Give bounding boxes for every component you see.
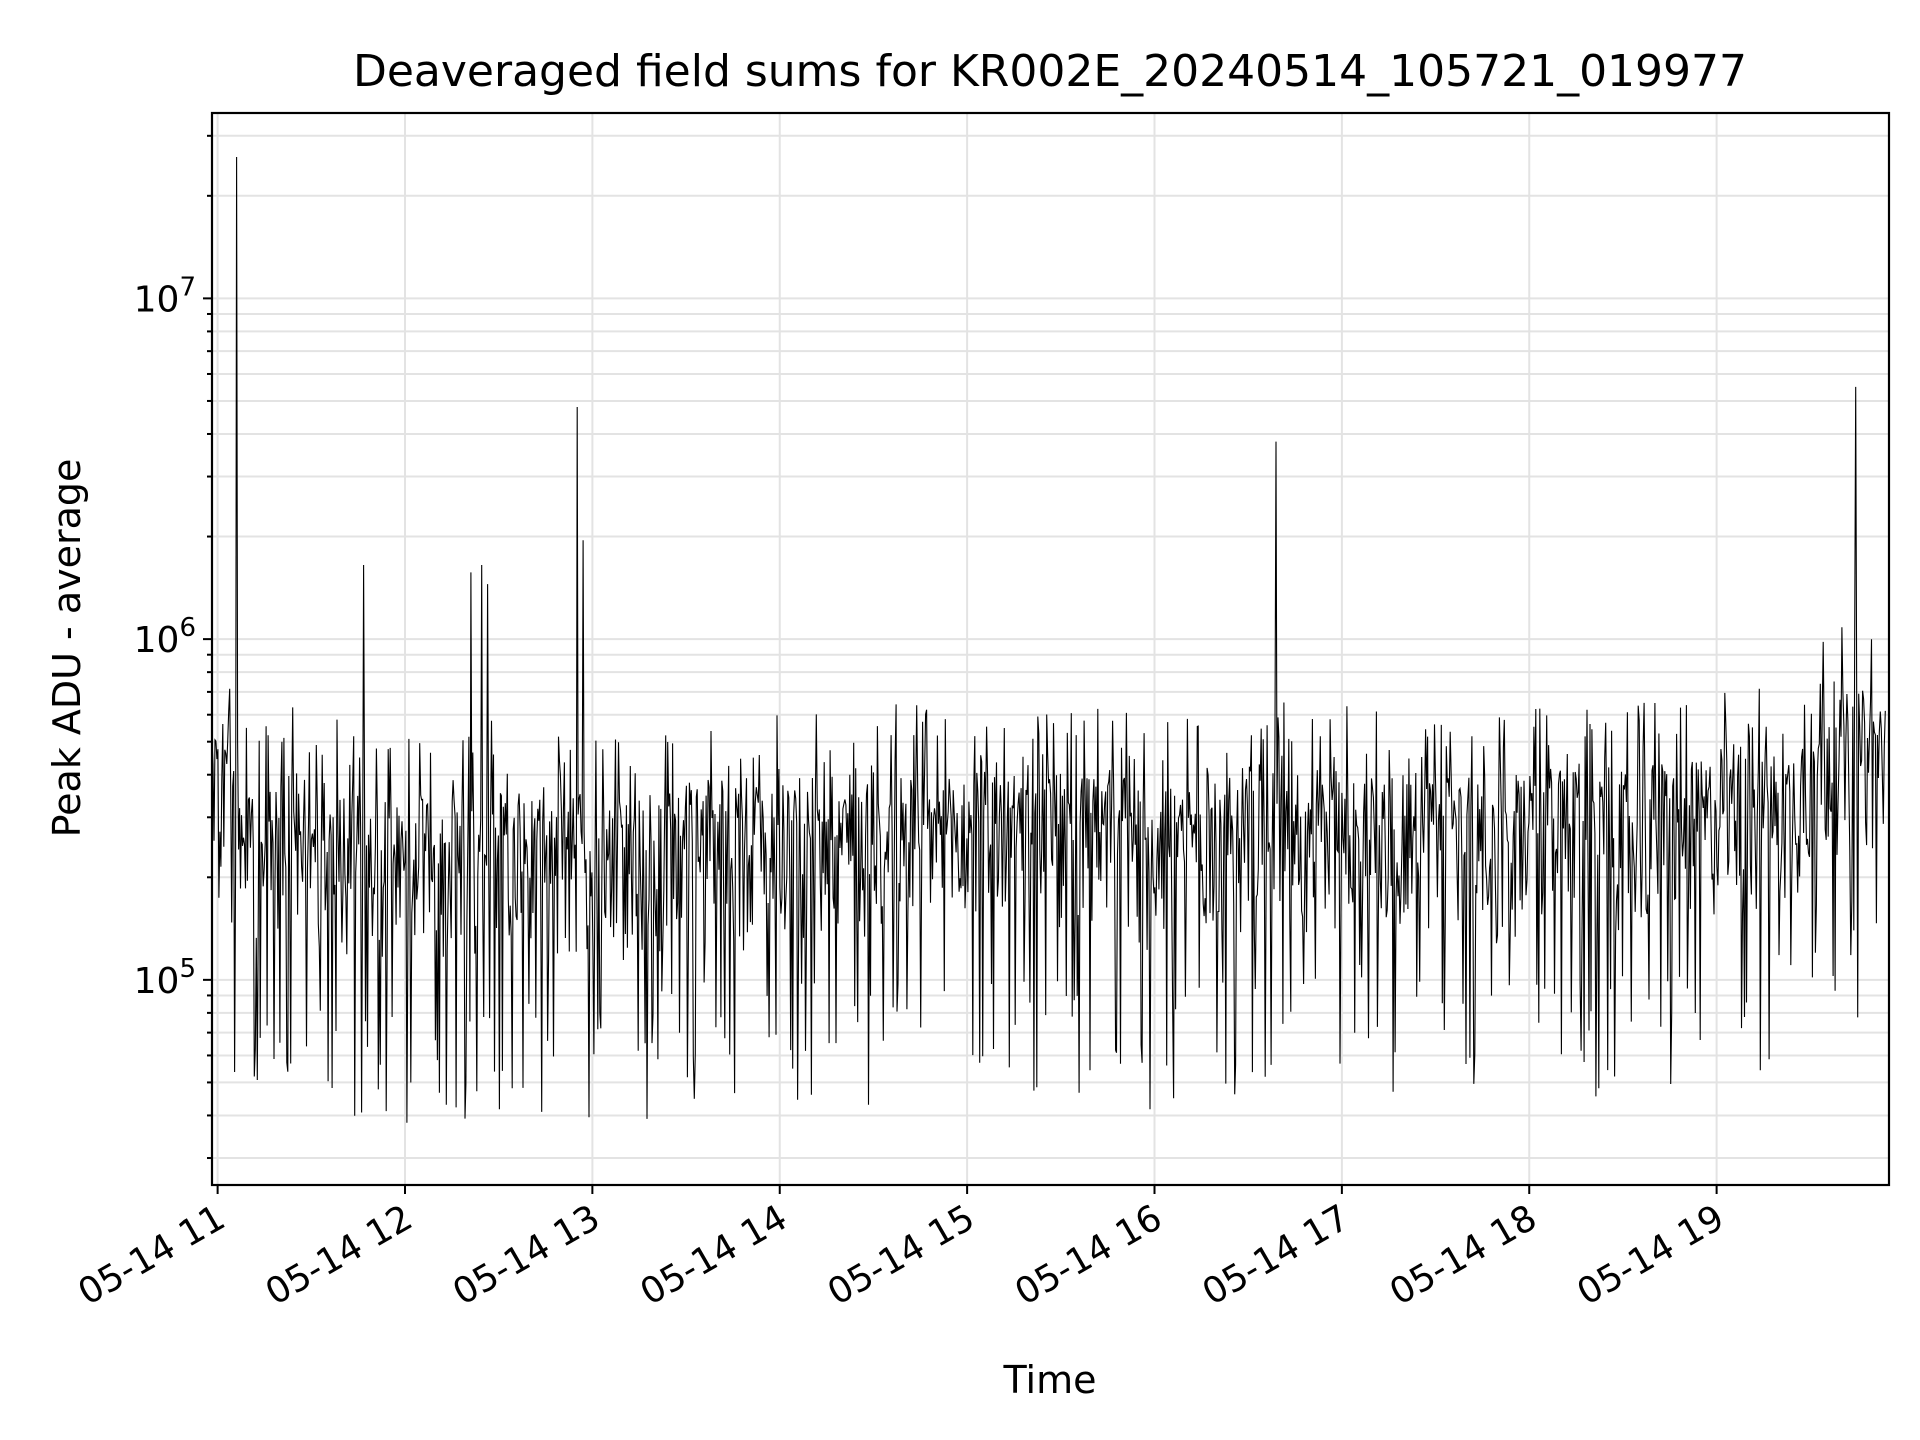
x-tick-label: 05-14 13 — [446, 1197, 607, 1313]
x-tick-label: 05-14 15 — [821, 1197, 982, 1313]
y-tick-label: 106 — [134, 613, 196, 661]
grid — [212, 113, 1889, 1185]
x-tick-label: 05-14 16 — [1008, 1197, 1169, 1313]
y-axis: 105 106 107 — [134, 134, 212, 1160]
series-layer — [211, 156, 1886, 1123]
y-tick-label: 105 — [134, 954, 196, 1002]
x-tick-label: 05-14 17 — [1196, 1197, 1357, 1313]
chart-title: Deaveraged field sums for KR002E_2024051… — [353, 46, 1747, 97]
x-tick-label: 05-14 12 — [259, 1197, 420, 1313]
y-axis-label: Peak ADU - average — [45, 459, 89, 838]
x-axis-label: Time — [1003, 1358, 1097, 1402]
x-tick-label: 05-14 11 — [71, 1197, 232, 1313]
y-tick-label: 107 — [134, 272, 196, 320]
x-tick-label: 05-14 14 — [634, 1197, 795, 1313]
x-tick-label: 05-14 18 — [1383, 1197, 1544, 1313]
x-axis: 05-14 11 05-14 12 05-14 13 05-14 14 05-14 15… — [71, 1185, 1731, 1314]
x-tick-label: 05-14 19 — [1570, 1197, 1731, 1313]
series-line — [211, 156, 1886, 1123]
plot-frame — [210, 111, 1891, 1187]
